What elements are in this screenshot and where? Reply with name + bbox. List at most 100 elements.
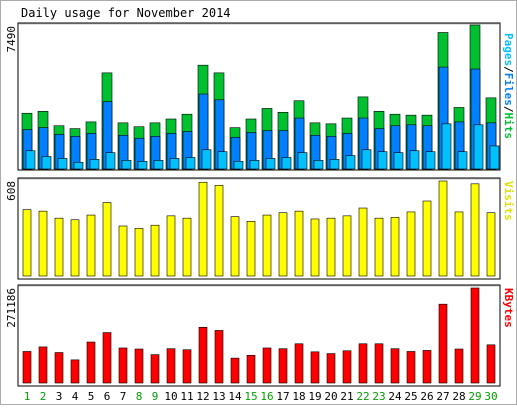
kbytes-bar xyxy=(262,347,272,384)
visits-bar xyxy=(310,218,320,277)
kbytes-bar xyxy=(358,343,368,384)
kbytes-max-label: 271186 xyxy=(5,288,18,328)
kbytes-bar xyxy=(486,344,496,384)
pages-bar xyxy=(425,151,436,170)
kbytes-bar xyxy=(390,348,400,384)
visits-bar xyxy=(182,217,192,277)
day-label: 19 xyxy=(308,390,321,403)
visits-bar xyxy=(198,181,208,277)
visits-bar xyxy=(102,202,112,277)
kbytes-bar xyxy=(214,330,224,384)
kbytes-axis-label: KBytes xyxy=(502,288,515,328)
pages-bar xyxy=(233,161,244,170)
day-label: 25 xyxy=(404,390,417,403)
day-label: 14 xyxy=(228,390,242,403)
pages-bar xyxy=(345,155,356,170)
day-label: 12 xyxy=(196,390,209,403)
visits-bar xyxy=(486,212,496,277)
pages-bar xyxy=(25,150,36,170)
visits-bar xyxy=(214,185,224,277)
kbytes-bar xyxy=(22,351,32,384)
visits-bar xyxy=(438,180,448,277)
pages-bar xyxy=(297,152,308,170)
kbytes-bar xyxy=(134,348,144,384)
visits-bar xyxy=(326,217,336,277)
visits-bar xyxy=(246,221,256,277)
day-label: 3 xyxy=(56,390,63,403)
day-label: 4 xyxy=(72,390,79,403)
hits-max-label: 7490 xyxy=(5,26,18,53)
hits-axis-label-part: Files xyxy=(502,73,515,106)
day-label: 16 xyxy=(260,390,273,403)
visits-bar xyxy=(262,214,272,277)
day-label: 26 xyxy=(420,390,433,403)
kbytes-bar xyxy=(454,348,464,384)
kbytes-axis-label-part: KBytes xyxy=(502,288,515,328)
day-label: 24 xyxy=(388,390,402,403)
kbytes-bar xyxy=(294,343,304,384)
pages-bar xyxy=(217,151,228,170)
kbytes-bar xyxy=(70,359,80,384)
day-label: 22 xyxy=(356,390,369,403)
kbytes-bar xyxy=(230,357,240,384)
kbytes-bar xyxy=(38,346,48,384)
pages-bar xyxy=(185,157,196,170)
visits-axis-label-part: Visits xyxy=(502,181,515,221)
visits-panel xyxy=(17,177,501,280)
pages-bar xyxy=(281,157,292,170)
kbytes-bar xyxy=(374,343,384,384)
day-label: 20 xyxy=(324,390,337,403)
pages-bar xyxy=(153,160,164,170)
visits-bar xyxy=(86,214,96,277)
day-label: 27 xyxy=(436,390,449,403)
hits-panel xyxy=(17,22,501,171)
day-label: 1 xyxy=(24,390,31,403)
pages-bar xyxy=(393,152,404,170)
kbytes-bar xyxy=(470,287,480,384)
pages-bar xyxy=(121,160,132,170)
visits-bar xyxy=(70,219,80,277)
kbytes-panel xyxy=(17,284,501,387)
kbytes-bar xyxy=(278,348,288,384)
kbytes-bar xyxy=(326,353,336,384)
kbytes-bar xyxy=(342,350,352,384)
pages-bar xyxy=(57,158,68,170)
pages-bar xyxy=(329,159,340,170)
day-label: 15 xyxy=(244,390,257,403)
kbytes-bar xyxy=(438,303,448,384)
kbytes-bar xyxy=(118,347,128,384)
visits-max-label: 608 xyxy=(5,181,18,201)
visits-bar xyxy=(342,215,352,277)
hits-axis-label-part: / xyxy=(502,106,515,113)
hits-axis-label-part: Hits xyxy=(502,113,515,140)
pages-bar xyxy=(489,145,500,170)
day-label: 18 xyxy=(292,390,305,403)
pages-bar xyxy=(201,149,212,170)
kbytes-bar xyxy=(86,341,96,384)
visits-bar xyxy=(374,217,384,277)
visits-bar xyxy=(230,216,240,277)
pages-bar xyxy=(457,151,468,170)
visits-bar xyxy=(406,211,416,277)
pages-bar xyxy=(73,161,84,170)
day-label: 13 xyxy=(212,390,225,403)
chart-title: Daily usage for November 2014 xyxy=(21,6,231,20)
pages-bar xyxy=(409,150,420,170)
visits-bar xyxy=(358,207,368,277)
visits-bar xyxy=(150,224,160,277)
visits-bar xyxy=(118,225,128,277)
pages-bar xyxy=(361,149,372,170)
visits-bar xyxy=(22,209,32,277)
visits-axis-label: Visits xyxy=(502,181,515,221)
day-label: 9 xyxy=(152,390,159,403)
pages-bar xyxy=(249,160,260,170)
visits-bar xyxy=(134,228,144,277)
day-label: 10 xyxy=(164,390,177,403)
visits-bar xyxy=(454,211,464,277)
visits-bar xyxy=(166,215,176,277)
visits-bar xyxy=(470,183,480,277)
day-label: 30 xyxy=(484,390,497,403)
visits-bar xyxy=(422,200,432,277)
